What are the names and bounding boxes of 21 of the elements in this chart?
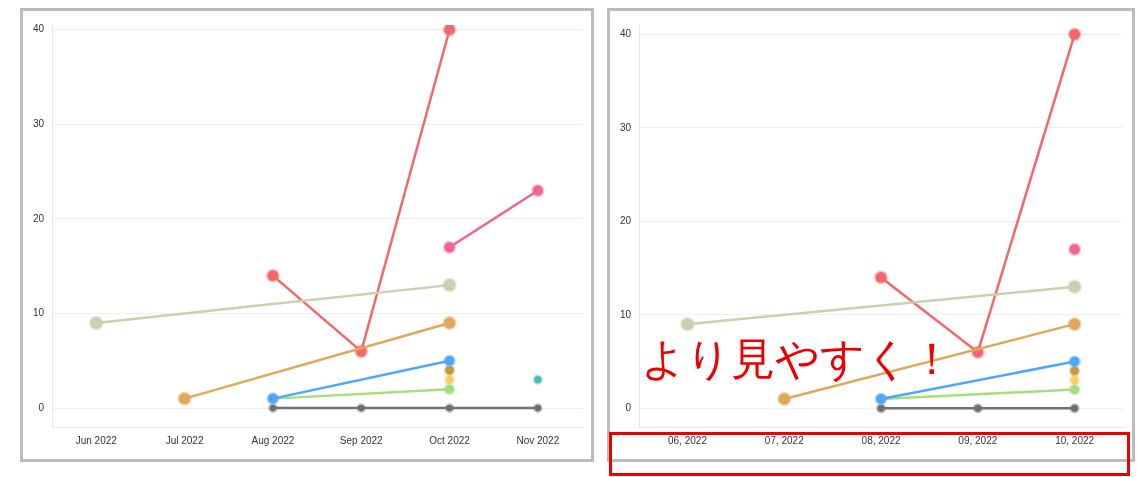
x-tick-label: Oct 2022	[429, 434, 471, 446]
y-tick-label: 0	[625, 402, 632, 414]
y-tick-label: 10	[620, 308, 632, 320]
y-tick-label: 40	[33, 23, 45, 35]
y-tick-label: 10	[33, 307, 45, 319]
x-tick-label: 08, 2022	[861, 434, 901, 446]
x-tick-label: 10, 2022	[1055, 434, 1095, 446]
y-tick-label: 0	[38, 401, 45, 413]
x-tick-label: Aug 2022	[251, 434, 295, 446]
x-tick-label: Nov 2022	[516, 434, 560, 446]
y-tick-label: 40	[620, 28, 632, 40]
x-tick-label: Jul 2022	[165, 434, 204, 446]
y-tick-label: 20	[620, 215, 632, 227]
y-tick-label: 30	[33, 118, 45, 130]
x-tick-label: 09, 2022	[958, 434, 998, 446]
x-tick-label: 06, 2022	[668, 434, 708, 446]
x-tick-label: Sep 2022	[339, 434, 384, 446]
x-tick-label: 07, 2022	[764, 434, 805, 446]
x-tick-label: Jun 2022	[75, 434, 118, 446]
y-tick-label: 20	[33, 212, 45, 224]
y-tick-label: 30	[620, 121, 632, 133]
